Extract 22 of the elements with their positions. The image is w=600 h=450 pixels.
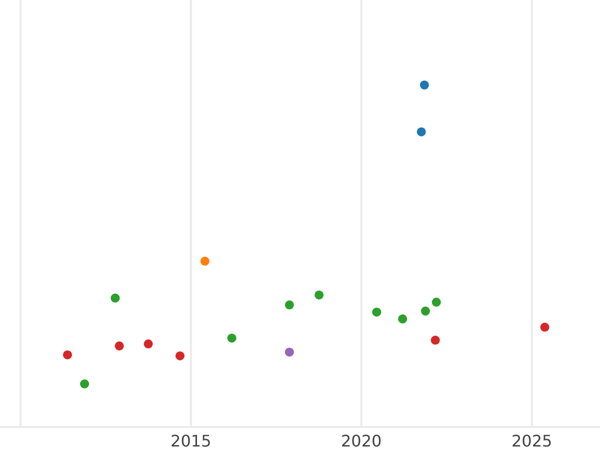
point bbox=[430, 336, 440, 345]
point bbox=[314, 290, 324, 300]
point bbox=[284, 348, 294, 357]
point bbox=[227, 334, 236, 343]
point bbox=[144, 339, 153, 348]
point bbox=[175, 351, 185, 360]
point bbox=[80, 379, 90, 388]
point bbox=[114, 341, 124, 350]
x-tick-label: 2015 bbox=[170, 431, 212, 450]
point bbox=[432, 298, 441, 307]
x-tick-label: 2025 bbox=[511, 431, 552, 450]
point bbox=[420, 306, 430, 316]
point bbox=[62, 350, 72, 360]
point bbox=[540, 322, 550, 332]
point bbox=[110, 294, 120, 303]
x-tick-label: 2020 bbox=[341, 431, 382, 450]
point bbox=[284, 300, 294, 310]
point bbox=[420, 80, 429, 90]
point bbox=[416, 127, 426, 136]
point bbox=[398, 314, 408, 324]
point bbox=[200, 256, 210, 266]
point bbox=[372, 308, 382, 317]
